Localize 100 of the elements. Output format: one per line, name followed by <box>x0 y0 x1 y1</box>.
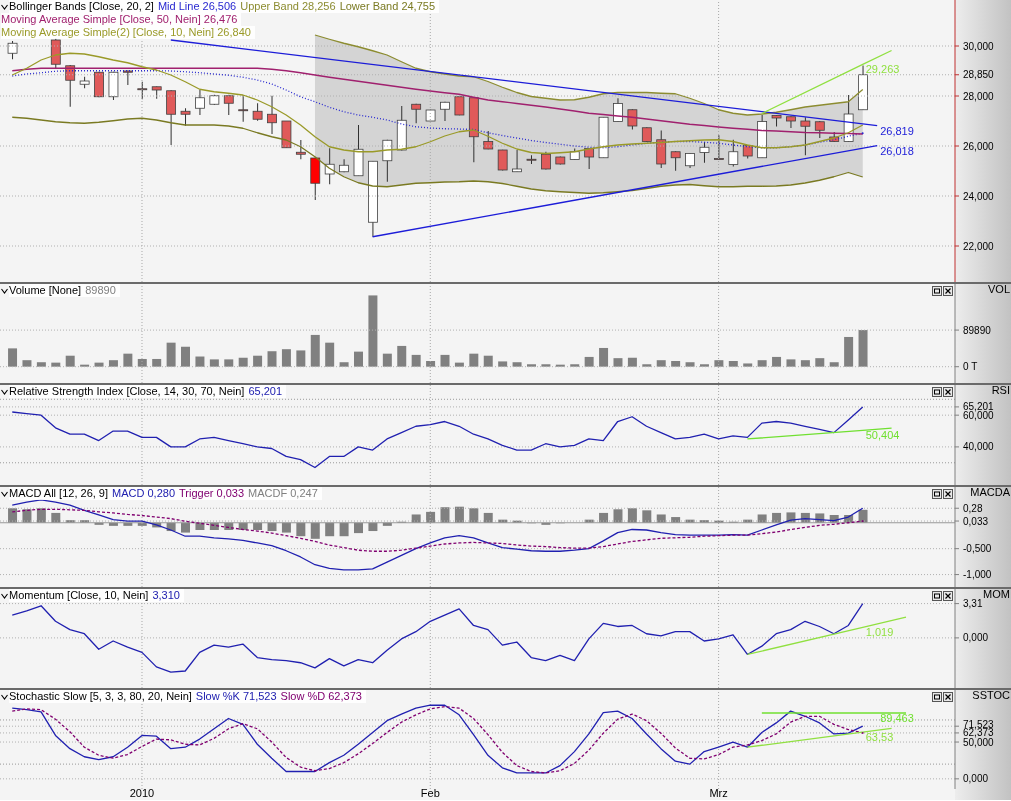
bar <box>743 363 753 367</box>
x-tick-label: 2010 <box>129 786 155 799</box>
x-tick-label: Feb <box>420 786 440 799</box>
chart-title: Stochastic Slow [5, 3, 3, 80, 20, Nein] <box>9 690 196 703</box>
y-tick-label: 0 T <box>963 361 978 373</box>
y-tick-label: 26,000 <box>963 140 995 152</box>
candlestick <box>497 149 508 171</box>
bar <box>584 356 594 367</box>
bar <box>354 522 364 534</box>
bar <box>541 364 551 367</box>
y-axis-title: VOL <box>987 283 1010 295</box>
bar <box>642 510 652 523</box>
y-tick-label: 0,033 <box>963 515 989 527</box>
line-series <box>11 67 864 135</box>
bar <box>108 522 118 526</box>
chart-title: Bollinger Bands [Close, 20, 2] <box>9 0 158 13</box>
bar <box>382 353 392 367</box>
series-label: Trigger 0,033 <box>179 487 249 500</box>
bar <box>325 522 335 537</box>
text: Mid Line 26,506 <box>157 0 241 13</box>
bar <box>281 349 291 367</box>
bar <box>152 358 162 367</box>
y-tick-label: 62,373 <box>963 727 995 739</box>
bar <box>772 356 782 367</box>
text: Moving Average Simple(2) [Close, 10, Nein] 26,840 <box>1 26 255 39</box>
bar <box>671 361 681 367</box>
chart-title: Volume [None] <box>9 284 86 297</box>
bar <box>627 357 637 367</box>
candlestick <box>670 150 681 172</box>
bar <box>354 351 364 367</box>
y-tick-label: 0,000 <box>963 632 989 644</box>
bar <box>800 360 810 367</box>
candlestick <box>699 141 710 164</box>
bar <box>108 360 118 367</box>
y-tick-label: 89890 <box>963 324 992 336</box>
series-label: MACD 0,280 <box>112 487 180 500</box>
candlestick <box>65 64 76 108</box>
candlestick <box>800 116 811 156</box>
y-tick-label: 0,000 <box>963 773 989 785</box>
bar <box>541 522 551 525</box>
bar <box>844 336 854 367</box>
bar <box>296 350 306 367</box>
line-series <box>11 116 864 194</box>
bar <box>411 354 421 367</box>
y-tick-label: 28,850 <box>963 69 995 81</box>
bar <box>728 361 738 367</box>
data-label: 26,819 <box>880 124 914 137</box>
y-tick-label: -1,000 <box>963 569 992 581</box>
bar <box>368 295 378 367</box>
candlestick <box>238 94 249 123</box>
bar <box>22 360 32 367</box>
bar <box>512 362 522 367</box>
bar <box>65 355 75 367</box>
bar <box>36 362 46 367</box>
text: 3,310 <box>152 589 184 602</box>
y-tick-label: -0,500 <box>963 543 992 555</box>
bar <box>613 509 623 523</box>
text: Upper Band 28,256 <box>240 0 340 13</box>
x-tick-label: Mrz <box>709 786 728 799</box>
bar <box>8 348 18 367</box>
bar <box>181 346 191 367</box>
chart-title: Momentum [Close, 10, Nein] <box>9 589 153 602</box>
bar <box>123 353 133 367</box>
y-tick-label: 71,523 <box>963 718 995 730</box>
candlestick <box>295 139 306 160</box>
candlestick <box>166 89 177 146</box>
bar <box>123 522 133 526</box>
line-series <box>11 406 864 469</box>
y-tick-label: 40,000 <box>963 441 995 453</box>
bar <box>382 522 392 526</box>
candlestick <box>786 115 796 129</box>
candlestick <box>267 95 277 135</box>
text: MACDF 0,247 <box>248 487 322 500</box>
text: Moving Average Simple [Close, 50, Nein] 26,476 <box>1 13 242 26</box>
y-axis-title: SSTOC <box>972 689 1010 701</box>
y-tick-label: 50,000 <box>963 736 995 748</box>
data-label: 26,018 <box>880 144 914 157</box>
bar <box>296 522 306 537</box>
bar <box>397 345 407 367</box>
bar <box>858 330 868 367</box>
bar <box>699 364 709 367</box>
y-axis-title: RSI <box>991 384 1010 396</box>
bar <box>440 354 450 367</box>
y-axis-title: MOM <box>983 588 1010 600</box>
bar <box>253 522 263 531</box>
data-label: 1,019 <box>865 626 894 639</box>
bar <box>267 351 277 367</box>
y-tick-label: 30,000 <box>963 40 995 52</box>
bar <box>267 522 277 532</box>
chart-title: MACD All [12, 26, 9] <box>9 487 113 500</box>
bar <box>339 362 349 367</box>
bar <box>94 522 104 525</box>
text: Lower Band 24,755 <box>339 0 440 13</box>
bar <box>656 360 666 367</box>
bar <box>599 347 609 367</box>
text: Slow %D 62,373 <box>280 690 366 703</box>
bar <box>238 357 248 367</box>
line-series <box>11 499 864 571</box>
bar <box>224 359 234 367</box>
bar <box>469 353 479 367</box>
